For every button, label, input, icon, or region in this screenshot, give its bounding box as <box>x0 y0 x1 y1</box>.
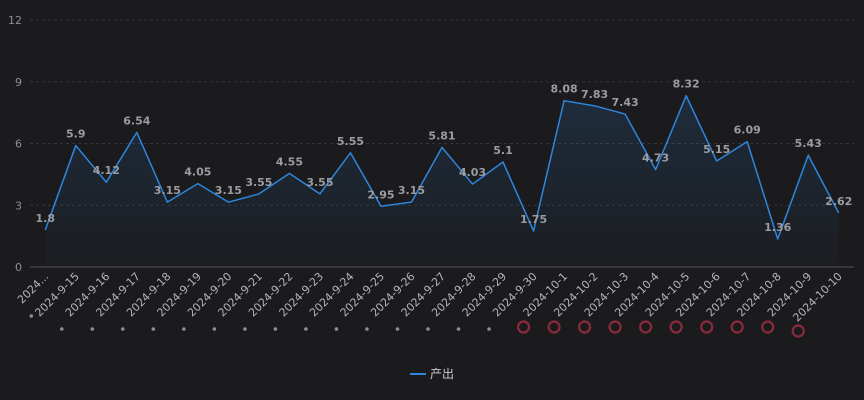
dot-marker <box>426 327 430 331</box>
dot-marker <box>59 327 64 331</box>
ring-marker <box>791 324 805 338</box>
area-fill <box>45 95 839 267</box>
dot-marker <box>395 327 400 331</box>
data-label: 8.32 <box>673 78 700 91</box>
dot-marker <box>487 327 491 331</box>
data-label: 5.43 <box>795 137 822 150</box>
data-label: 1.36 <box>764 221 791 234</box>
y-axis: 0 3 6 9 12 <box>8 14 22 274</box>
dot-marker <box>456 327 461 331</box>
y-tick-label: 9 <box>15 76 22 89</box>
dot-marker <box>273 327 278 331</box>
data-label: 3.55 <box>245 176 272 189</box>
series-area <box>45 95 839 267</box>
data-label: 1.75 <box>520 213 547 226</box>
data-label: 5.55 <box>337 135 364 148</box>
series-line <box>44 94 840 240</box>
axis-markers <box>29 314 805 338</box>
ring-marker <box>761 320 775 334</box>
dot-marker <box>365 327 369 331</box>
data-label: 7.83 <box>581 88 608 101</box>
data-label: 8.08 <box>551 83 578 96</box>
ring-marker <box>700 320 714 334</box>
data-label: 4.73 <box>642 152 669 165</box>
legend-label: 产出 <box>430 367 454 381</box>
data-label: 3.15 <box>398 184 425 197</box>
data-label: 4.55 <box>276 155 303 168</box>
data-label: 7.43 <box>612 96 639 109</box>
data-label: 3.15 <box>215 184 242 197</box>
dot-marker <box>212 327 217 331</box>
dot-marker <box>90 327 95 331</box>
ring-marker <box>547 320 561 334</box>
data-label: 5.81 <box>428 129 455 142</box>
dot-marker <box>29 314 34 318</box>
data-label: 2.95 <box>367 188 394 201</box>
dot-marker <box>182 327 186 331</box>
data-label: 5.1 <box>493 144 513 157</box>
data-label: 6.54 <box>123 114 150 127</box>
data-label: 4.12 <box>93 164 120 177</box>
data-label: 2.62 <box>825 195 852 208</box>
dot-marker <box>243 327 247 331</box>
data-label: 1.8 <box>36 212 56 225</box>
dot-marker <box>151 327 156 331</box>
legend[interactable]: 产出 <box>410 367 454 381</box>
ring-marker <box>639 320 653 334</box>
dot-marker <box>334 327 339 331</box>
ring-marker <box>730 320 744 334</box>
data-labels: 1.85.94.126.543.154.053.153.554.553.555.… <box>36 78 853 234</box>
data-label: 5.15 <box>703 143 730 156</box>
y-tick-label: 12 <box>8 14 22 27</box>
data-line <box>44 94 840 240</box>
dot-marker <box>121 327 125 331</box>
dot-marker <box>304 327 308 331</box>
y-tick-label: 0 <box>15 261 22 274</box>
data-label: 3.55 <box>306 176 333 189</box>
data-label: 5.9 <box>66 128 86 141</box>
data-label: 4.05 <box>184 166 211 179</box>
data-label: 3.15 <box>154 184 181 197</box>
ring-marker <box>577 320 592 334</box>
data-label: 4.03 <box>459 166 486 179</box>
ring-marker <box>608 320 622 334</box>
data-label: 6.09 <box>734 124 761 137</box>
ring-marker <box>516 320 531 334</box>
x-axis: 2024...2024-9-152024-9-162024-9-172024-9… <box>15 270 845 324</box>
y-tick-label: 6 <box>15 138 22 151</box>
y-tick-label: 3 <box>15 199 22 212</box>
ring-marker <box>669 320 683 334</box>
